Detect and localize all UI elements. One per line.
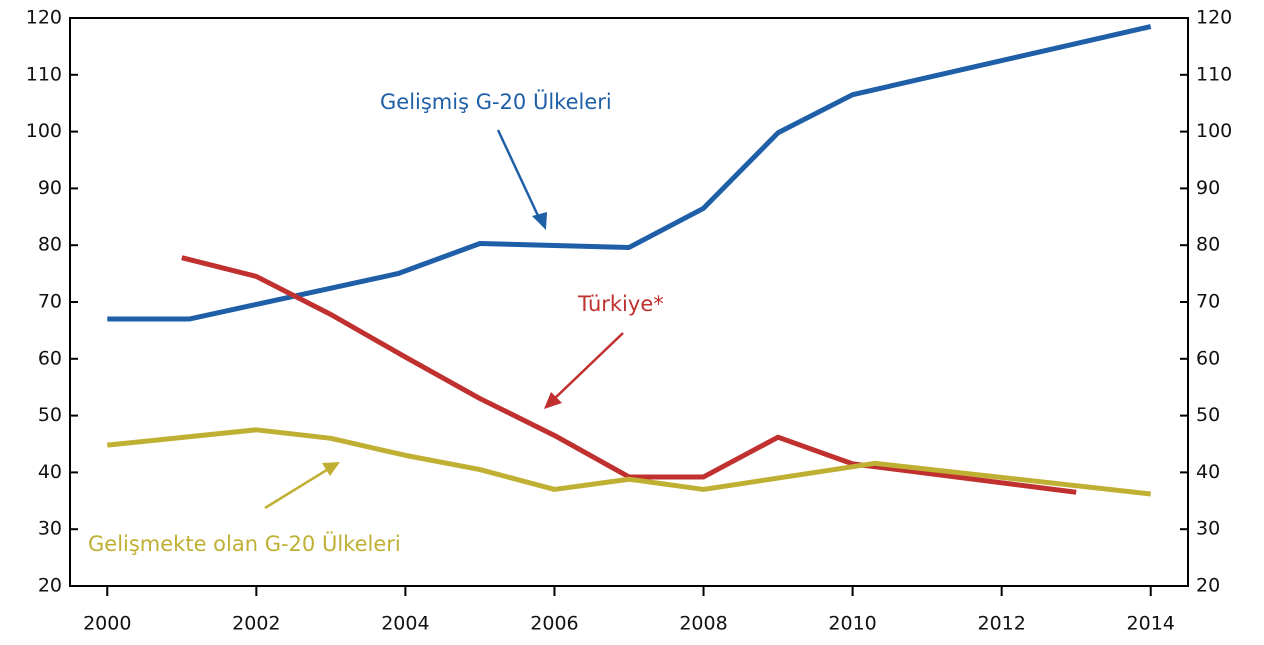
y-tick-label: 70 — [38, 291, 62, 313]
arrow — [552, 332, 624, 401]
arrow-head — [322, 462, 340, 476]
y-tick-label: 60 — [38, 347, 62, 369]
x-tick-label: 2006 — [530, 613, 578, 635]
y-tick-label: 80 — [38, 234, 62, 256]
y2-tick-label: 60 — [1196, 347, 1220, 369]
x-tick-label: 2012 — [977, 613, 1025, 635]
annotation: Gelişmiş G-20 Ülkeleri — [380, 89, 612, 114]
arrow — [264, 466, 331, 510]
x-tick-label: 2008 — [679, 613, 727, 635]
arrow-head — [544, 392, 562, 409]
y-tick-label: 20 — [38, 575, 62, 597]
y-tick-label: 100 — [26, 120, 62, 142]
y2-tick-label: 100 — [1196, 120, 1232, 142]
x-tick-label: 2000 — [83, 613, 131, 635]
y2-tick-label: 50 — [1196, 404, 1220, 426]
y2-tick-label: 70 — [1196, 291, 1220, 313]
arrow-head — [532, 212, 547, 230]
y2-tick-label: 120 — [1196, 7, 1232, 29]
y-tick-label: 120 — [26, 7, 62, 29]
series-line — [181, 255, 1077, 495]
y-tick-label: 110 — [26, 63, 62, 85]
annotation: Türkiye* — [577, 292, 664, 316]
y2-tick-label: 110 — [1196, 63, 1232, 85]
x-tick-label: 2010 — [828, 613, 876, 635]
annotation: Gelişmekte olan G-20 Ülkeleri — [88, 531, 401, 556]
y2-tick-label: 30 — [1196, 518, 1220, 540]
y2-tick-label: 80 — [1196, 234, 1220, 256]
y2-tick-label: 40 — [1196, 461, 1220, 483]
y-tick-label: 50 — [38, 404, 62, 426]
series-line — [107, 427, 1152, 497]
arrows — [264, 129, 624, 510]
y2-tick-label: 90 — [1196, 177, 1220, 199]
y-tick-label: 40 — [38, 461, 62, 483]
x-tick-label: 2002 — [232, 613, 280, 635]
y-tick-label: 90 — [38, 177, 62, 199]
x-tick-label: 2004 — [381, 613, 429, 635]
y2-tick-label: 20 — [1196, 575, 1220, 597]
series-line — [107, 24, 1152, 322]
x-tick-label: 2014 — [1127, 613, 1175, 635]
y-tick-label: 30 — [38, 518, 62, 540]
arrow — [496, 129, 542, 221]
